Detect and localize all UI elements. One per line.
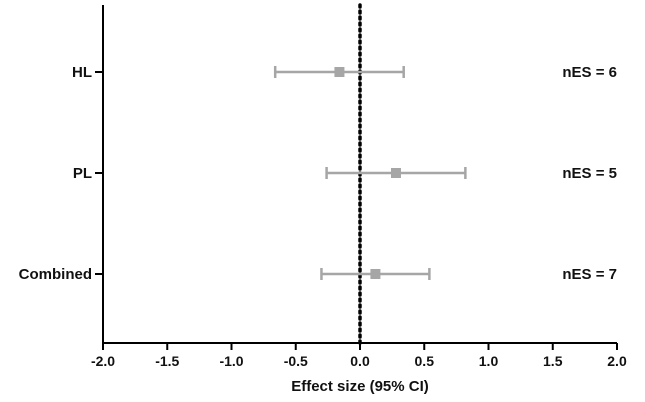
x-tick-label-7: 1.5 [543, 353, 563, 369]
x-tick-label-6: 1.0 [479, 353, 499, 369]
x-axis-title: Effect size (95% CI) [291, 378, 429, 395]
x-tick-label-3: -0.5 [284, 353, 308, 369]
x-tick-label-8: 2.0 [607, 353, 627, 369]
x-tick-label-4: 0.0 [350, 353, 370, 369]
x-tick-label-1: -1.5 [155, 353, 179, 369]
row-label-2: Combined [19, 266, 92, 283]
x-tick-label-5: 0.5 [415, 353, 435, 369]
x-tick-label-0: -2.0 [91, 353, 115, 369]
estimate-marker-1 [390, 168, 401, 178]
estimate-marker-0 [334, 67, 345, 77]
n-label-1: nES = 5 [562, 165, 617, 182]
row-label-1: PL [73, 165, 92, 182]
n-label-2: nES = 7 [562, 266, 617, 283]
x-tick-label-2: -1.0 [219, 353, 243, 369]
row-label-0: HL [72, 64, 92, 81]
n-label-0: nES = 6 [562, 64, 617, 81]
estimate-marker-2 [370, 269, 381, 279]
